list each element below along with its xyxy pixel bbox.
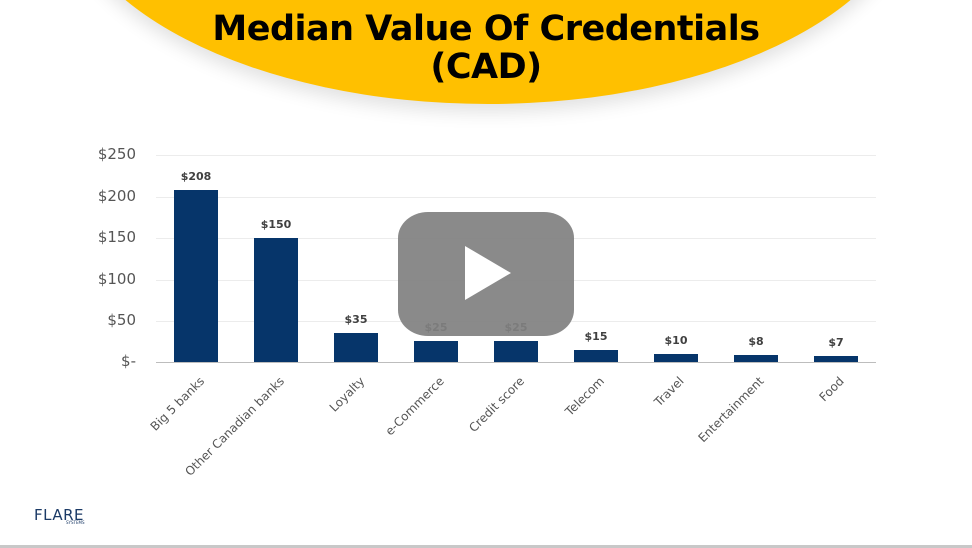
y-tick: $- [121,352,136,370]
bar-value-label: $150 [260,218,292,231]
y-tick: $150 [97,228,136,246]
x-axis-label: Big 5 banks [147,374,207,434]
bar-value-label: $208 [180,170,212,183]
bar [654,354,698,362]
bar-value-label: $10 [664,334,688,347]
x-axis-line [156,362,876,363]
bar [814,356,858,362]
bar-chart: $250 $200 $150 $100 $50 $- $208 Big 5 ban… [97,145,876,479]
bar [254,238,298,362]
gridline [156,155,876,156]
chart-title: Median Value Of Credentials (CAD) [0,10,972,86]
x-axis-label: Food [816,374,847,405]
bar-value-label: $8 [748,335,764,348]
bar-value-label: $15 [584,330,608,343]
title-line-2: (CAD) [430,47,542,87]
y-tick: $100 [97,270,136,288]
x-axis-label: e-Commerce [382,374,447,439]
title-line-1: Median Value Of Credentials [212,9,760,49]
x-axis-label: Telecom [562,374,607,419]
footer-divider [0,545,972,548]
play-icon [465,246,511,300]
x-axis-label: Travel [651,374,687,410]
gridline [156,197,876,198]
bar [174,190,218,362]
flare-logo: FLARE [34,506,84,524]
video-play-button[interactable] [398,212,574,336]
bar-value-label: $35 [344,313,368,326]
x-axis-label: Credit score [466,374,527,435]
x-axis-label: Loyalty [326,374,367,415]
bar [334,333,378,362]
y-tick: $250 [97,145,136,163]
bar-value-label: $7 [828,336,844,349]
flare-logo-subtext: SYSTEMS [66,520,85,525]
bar [734,355,778,362]
x-axis-label: Entertainment [695,374,767,446]
bar [494,341,538,362]
bar [414,341,458,362]
bar [574,350,618,362]
y-tick: $200 [97,187,136,205]
y-tick: $50 [107,311,136,329]
